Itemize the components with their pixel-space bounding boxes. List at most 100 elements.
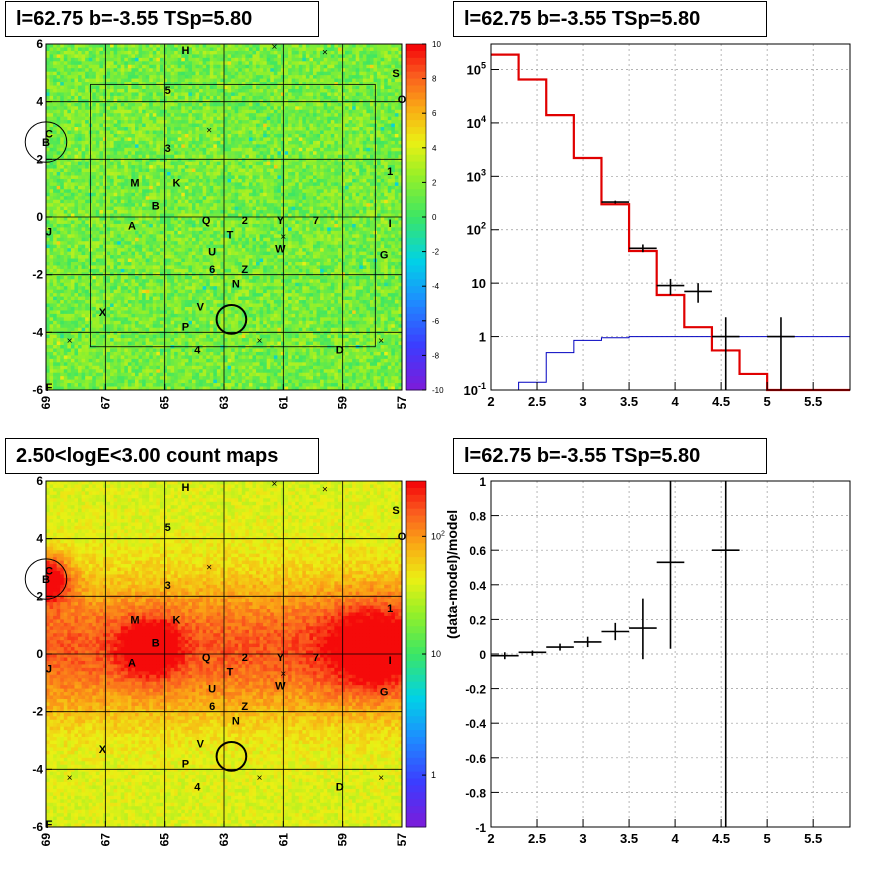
residual-map-cell xyxy=(199,50,204,55)
residual-map-cell xyxy=(85,85,90,90)
residual-map-cell xyxy=(63,331,68,336)
residual-map-cell xyxy=(70,303,75,308)
residual-map-cell xyxy=(159,383,164,387)
residual-map-cell xyxy=(191,154,196,159)
residual-map-cell xyxy=(202,123,207,128)
residual-map-cell xyxy=(88,372,93,377)
residual-map-cell xyxy=(174,88,179,93)
residual-map-cell xyxy=(53,268,58,273)
residual-map-cell xyxy=(113,154,118,159)
residual-map-cell xyxy=(95,175,100,180)
residual-map-cell xyxy=(159,178,164,183)
residual-map-cell xyxy=(181,265,186,270)
residual-map-cell xyxy=(46,168,50,173)
residual-map-cell xyxy=(124,255,129,259)
residual-map-cell xyxy=(138,71,143,76)
residual-map-cell xyxy=(74,133,79,138)
residual-map-cell xyxy=(163,75,168,79)
residual-map-cell xyxy=(220,57,225,62)
residual-map-cell xyxy=(209,172,214,176)
residual-map-cell xyxy=(53,168,58,173)
residual-map-cell xyxy=(174,217,179,221)
residual-map-cell xyxy=(49,64,54,69)
residual-map-cell xyxy=(67,109,72,114)
residual-map-cell xyxy=(60,383,65,387)
residual-map-cell xyxy=(113,234,118,239)
residual-map-cell xyxy=(46,210,50,214)
residual-map-cell xyxy=(167,383,171,387)
residual-map-cell xyxy=(159,293,164,297)
residual-map-cell xyxy=(60,123,65,128)
residual-map-cell xyxy=(49,241,54,246)
residual-map-cell xyxy=(145,47,150,52)
residual-map-cell xyxy=(60,130,65,135)
residual-map-cell xyxy=(78,248,82,252)
residual-map-cell xyxy=(145,185,150,190)
residual-map-cell xyxy=(78,213,82,218)
residual-map-cell xyxy=(124,358,129,363)
residual-map-cell xyxy=(49,213,54,218)
residual-map-cell xyxy=(95,113,100,118)
residual-map-cell xyxy=(67,140,72,145)
residual-map-cell xyxy=(149,189,154,194)
residual-map-cell xyxy=(117,140,122,145)
residual-map-cell xyxy=(159,109,164,114)
residual-map-cell xyxy=(216,206,221,211)
residual-map-cell xyxy=(195,241,200,246)
residual-map-cell xyxy=(124,57,129,62)
residual-map-cell xyxy=(191,161,196,166)
residual-map-cell xyxy=(85,268,90,273)
residual-map-cell xyxy=(149,244,154,249)
residual-map-cell xyxy=(142,341,147,346)
residual-map-cell xyxy=(85,296,90,301)
residual-map-cell xyxy=(70,158,75,163)
residual-map-cell xyxy=(113,258,118,263)
residual-map-cell xyxy=(188,64,193,69)
residual-map-cell xyxy=(163,182,168,187)
residual-map-cell xyxy=(199,268,204,273)
residual-map-cell xyxy=(95,102,100,107)
residual-map-cell xyxy=(216,44,221,48)
residual-map-cell xyxy=(106,75,111,79)
residual-map-cell xyxy=(127,223,132,228)
residual-map-cell xyxy=(92,248,97,252)
residual-map-cell xyxy=(127,289,132,294)
residual-map-cell xyxy=(120,47,125,52)
residual-map-cell xyxy=(184,383,189,387)
residual-map-cell xyxy=(156,306,161,311)
residual-map-cell xyxy=(113,71,118,76)
residual-map-cell xyxy=(110,102,115,107)
residual-map-cell xyxy=(152,95,157,100)
residual-map-cell xyxy=(138,182,143,187)
residual-map-cell xyxy=(167,172,171,176)
residual-map-cell xyxy=(152,68,157,73)
residual-map-cell xyxy=(127,50,132,55)
residual-map-cell xyxy=(191,95,196,100)
residual-map-cell xyxy=(70,310,75,315)
residual-map-cell xyxy=(74,116,79,121)
residual-map-cell xyxy=(145,358,150,363)
residual-map-cell xyxy=(209,286,214,291)
residual-map-cell xyxy=(188,189,193,194)
residual-map-cell xyxy=(209,237,214,242)
residual-map-cell xyxy=(163,161,168,166)
residual-map-cell xyxy=(156,241,161,246)
residual-map-cell xyxy=(95,317,100,322)
residual-map-cell xyxy=(156,351,161,356)
residual-map-cell xyxy=(216,50,221,55)
residual-map-cell xyxy=(95,185,100,190)
residual-map-cell xyxy=(216,102,221,107)
residual-map-cell xyxy=(127,175,132,180)
residual-map-cell xyxy=(159,317,164,322)
residual-map-cell xyxy=(216,227,221,232)
residual-map-cell xyxy=(67,147,72,152)
residual-map-cell xyxy=(174,168,179,173)
residual-map-cell xyxy=(213,265,218,270)
residual-map-cell xyxy=(220,244,225,249)
residual-map-cell xyxy=(167,386,171,391)
residual-map-cell xyxy=(135,203,139,208)
residual-map-cell xyxy=(174,116,179,121)
residual-map-cell xyxy=(163,234,168,239)
residual-map-cell xyxy=(195,102,200,107)
residual-map-cell xyxy=(99,213,104,218)
